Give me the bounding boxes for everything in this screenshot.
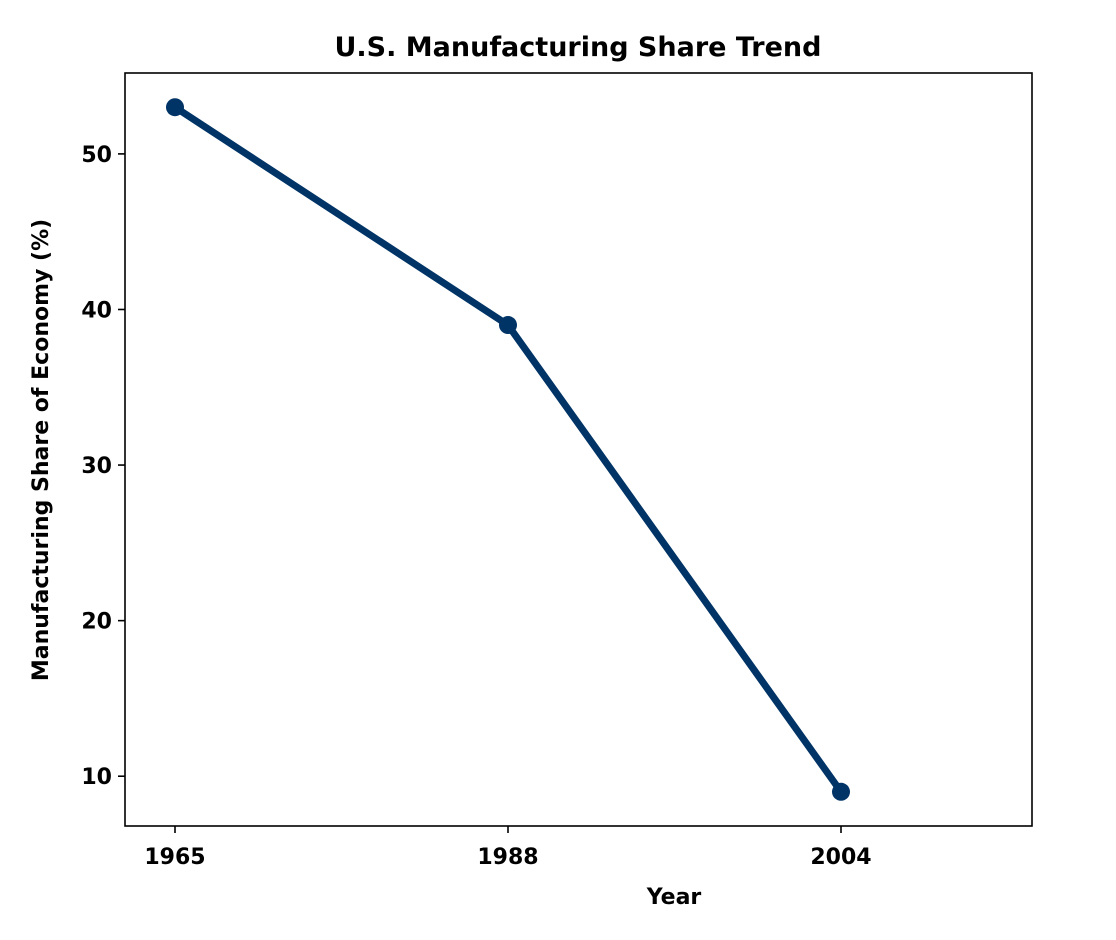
y-axis-label: Manufacturing Share of Economy (%) (29, 219, 54, 681)
chart-title: U.S. Manufacturing Share Trend (335, 32, 822, 63)
series-line (173, 104, 844, 794)
y-tick-label: 20 (81, 610, 112, 635)
data-point (166, 98, 184, 117)
y-tick-label: 30 (81, 454, 112, 479)
y-tick-label: 50 (81, 143, 112, 168)
x-axis-label: Year (646, 885, 702, 910)
y-tick-label: 10 (81, 765, 112, 790)
plot-area (124, 72, 1033, 827)
y-tick-label: 40 (81, 298, 112, 323)
data-point (832, 782, 850, 801)
data-point (499, 316, 517, 335)
x-tick-label: 1988 (477, 845, 538, 870)
x-tick-label: 2004 (810, 845, 871, 870)
x-tick-label: 1965 (144, 845, 205, 870)
